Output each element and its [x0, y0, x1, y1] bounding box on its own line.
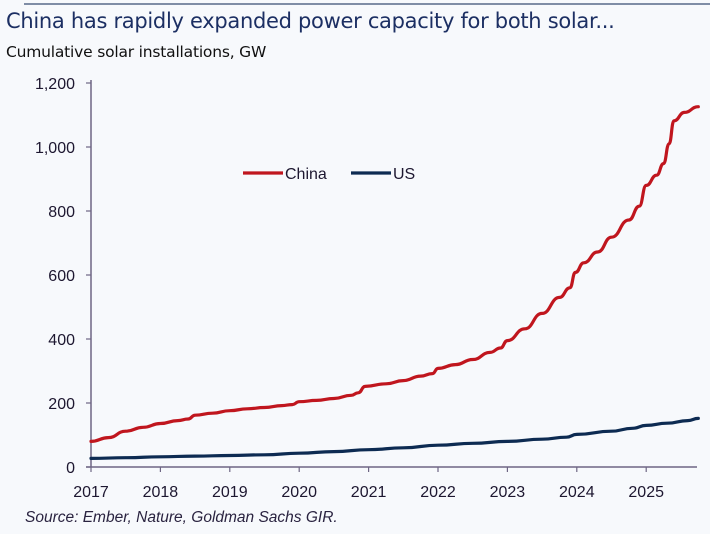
legend-label-china: China	[285, 166, 327, 183]
x-tick-label: 2021	[351, 484, 387, 501]
x-tick-label: 2018	[143, 484, 179, 501]
y-tick-label: 800	[48, 204, 75, 221]
y-tick-label: 1,200	[35, 76, 75, 93]
x-tick-label: 2023	[490, 484, 526, 501]
x-tick-label: 2022	[420, 484, 456, 501]
legend: China US	[243, 166, 415, 183]
x-tick-label: 2019	[212, 484, 248, 501]
axes: 0 200 400 600 800 1,000 1,200 2017 2018 2019 2020 2…	[35, 76, 697, 501]
source-note: Source: Ember, Nature, Goldman Sachs GIR…	[25, 509, 338, 526]
x-tick-label: 2024	[559, 484, 595, 501]
y-tick-label: 600	[48, 268, 75, 285]
x-tick-label: 2017	[73, 484, 109, 501]
series-line-china	[89, 105, 700, 443]
y-tick-label: 200	[48, 396, 75, 413]
series-layer	[89, 105, 700, 460]
chart-title: China has rapidly expanded power capacit…	[6, 9, 615, 33]
top-rule	[24, 3, 710, 5]
legend-label-us: US	[393, 166, 415, 183]
x-tick-label: 2020	[281, 484, 317, 501]
x-tick-label: 2025	[628, 484, 664, 501]
y-tick-label: 1,000	[35, 140, 75, 157]
series-line-us	[89, 416, 700, 460]
chart-subtitle: Cumulative solar installations, GW	[6, 43, 267, 61]
y-tick-label: 0	[66, 460, 75, 477]
y-tick-label: 400	[48, 332, 75, 349]
